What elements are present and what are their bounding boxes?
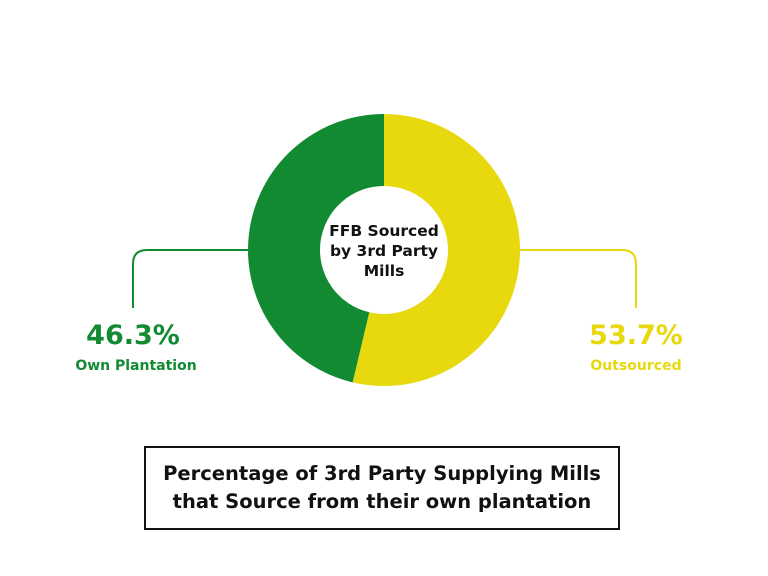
category-label-own-plantation: Own Plantation [75, 358, 196, 374]
category-label-outsourced: Outsourced [590, 358, 681, 374]
data-label-outsourced: 53.7% [589, 320, 683, 351]
donut-center-label-line-2: by 3rd Party [330, 242, 438, 260]
caption-line-1: Percentage of 3rd Party Supplying Mills [163, 462, 601, 485]
leader-line-outsourced [520, 249, 637, 308]
data-label-own-plantation: 46.3% [86, 320, 180, 351]
slice-own-plantation [248, 114, 384, 383]
chart-caption-box: Percentage of 3rd Party Supplying Mills … [144, 446, 620, 530]
caption-line-2: that Source from their own plantation [172, 490, 592, 513]
slice-outsourced [352, 114, 521, 386]
donut-center-label-line-1: FFB Sourced [329, 222, 439, 240]
donut-center-label-line-3: Mills [364, 262, 405, 280]
leader-line-own-plantation [132, 249, 248, 308]
